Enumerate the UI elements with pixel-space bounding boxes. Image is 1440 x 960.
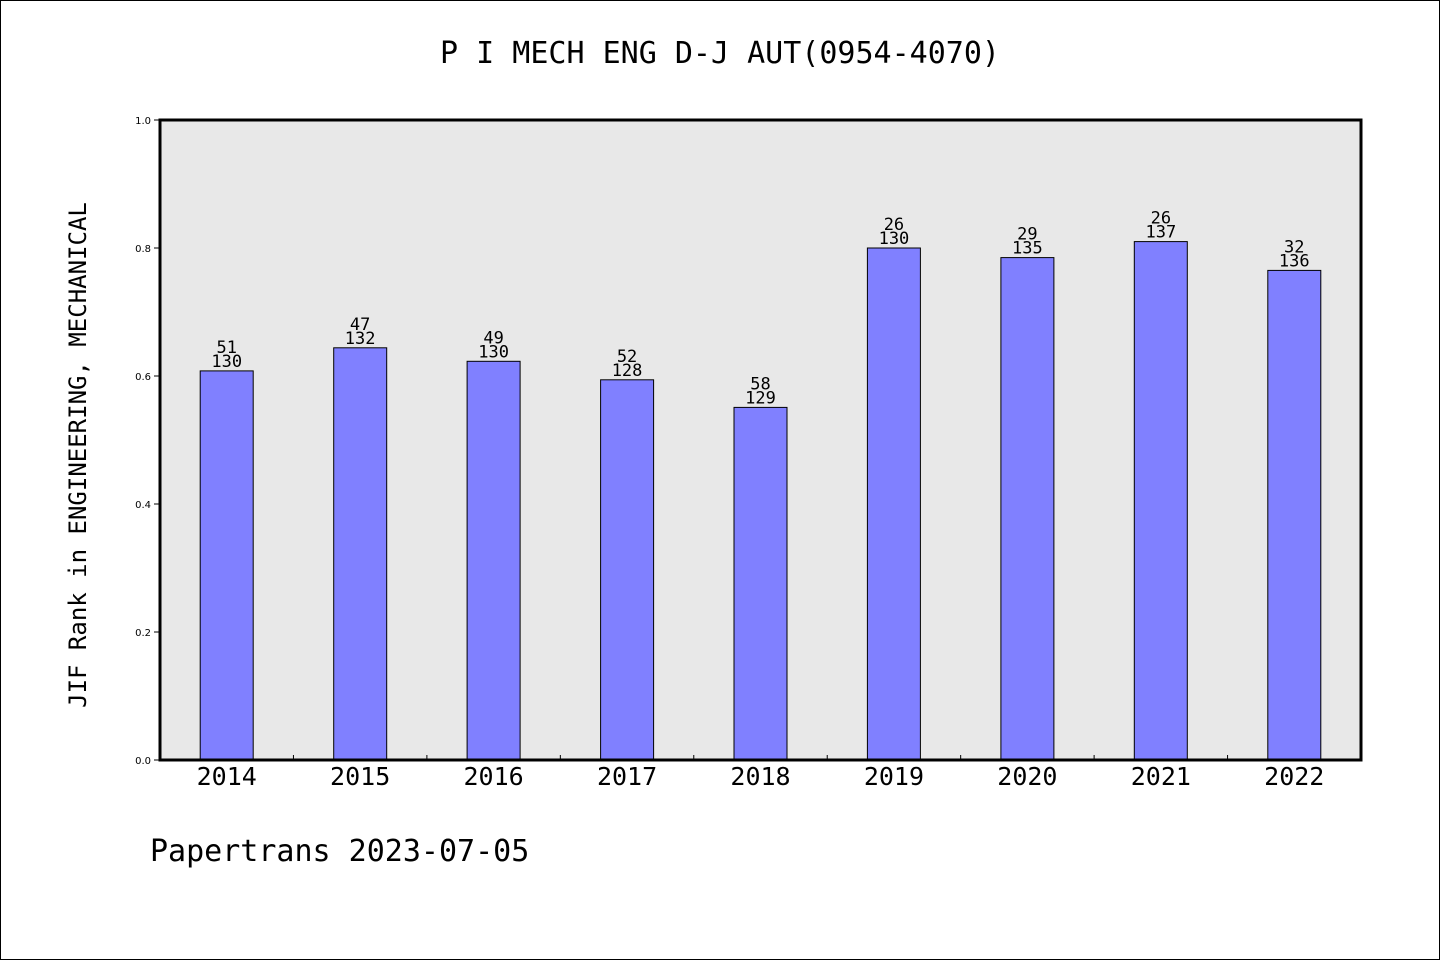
x-tick-label: 2022 — [1264, 762, 1324, 791]
bar-rank-label: 49 — [483, 328, 503, 348]
bar-rank-label: 26 — [884, 215, 904, 235]
y-tick-label: 0.8 — [135, 244, 151, 255]
bar-rank-label: 29 — [1017, 225, 1037, 245]
bar-2021 — [1133, 241, 1188, 761]
bar-total-label: 137 — [1145, 223, 1176, 243]
bar-2015 — [333, 347, 388, 761]
x-tick-label: 2014 — [197, 762, 257, 791]
chart-title: P I MECH ENG D-J AUT(0954-4070) — [440, 36, 1000, 71]
bar-2020 — [1000, 257, 1055, 761]
y-tick-label: 0.4 — [135, 500, 151, 511]
bar-rank-label: 51 — [216, 338, 236, 358]
plot-border — [158, 118, 1363, 762]
y-tick-label: 0.6 — [135, 372, 151, 383]
bar-2017 — [600, 379, 655, 761]
bar-rank-label: 32 — [1284, 237, 1304, 257]
x-tick-label: 2019 — [864, 762, 924, 791]
footer-text: Papertrans 2023-07-05 — [150, 834, 530, 869]
bar-total-label: 130 — [478, 342, 509, 362]
y-tick-label: 1.0 — [135, 116, 151, 127]
x-tick-label: 2020 — [997, 762, 1057, 791]
bar-total-label: 130 — [879, 229, 910, 249]
bar-rank-label: 47 — [350, 315, 370, 335]
x-tick-label: 2017 — [597, 762, 657, 791]
y-tick-label: 0.0 — [135, 756, 151, 767]
bar-total-label: 130 — [211, 352, 242, 372]
bar-rank-label: 26 — [1151, 209, 1171, 229]
bar-total-label: 135 — [1012, 239, 1043, 259]
x-tick-label: 2015 — [330, 762, 390, 791]
labels-layer: 5113020144713220154913020165212820175812… — [197, 209, 1325, 791]
bar-total-label: 129 — [745, 388, 776, 408]
x-tick-label: 2021 — [1131, 762, 1191, 791]
bar-rank-label: 58 — [750, 374, 770, 394]
bar-2022 — [1267, 269, 1322, 761]
bars-layer — [199, 241, 1322, 761]
bar-2016 — [466, 360, 521, 761]
bar-2018 — [733, 406, 788, 761]
x-tick-label: 2018 — [730, 762, 790, 791]
x-tick-label: 2016 — [464, 762, 524, 791]
bar-2019 — [866, 247, 921, 761]
bar-total-label: 128 — [612, 361, 643, 381]
bar-total-label: 136 — [1279, 251, 1310, 271]
bar-total-label: 132 — [345, 329, 376, 349]
bar-2014 — [199, 370, 254, 761]
y-tick-label: 0.2 — [135, 628, 151, 639]
bar-rank-label: 52 — [617, 347, 637, 367]
